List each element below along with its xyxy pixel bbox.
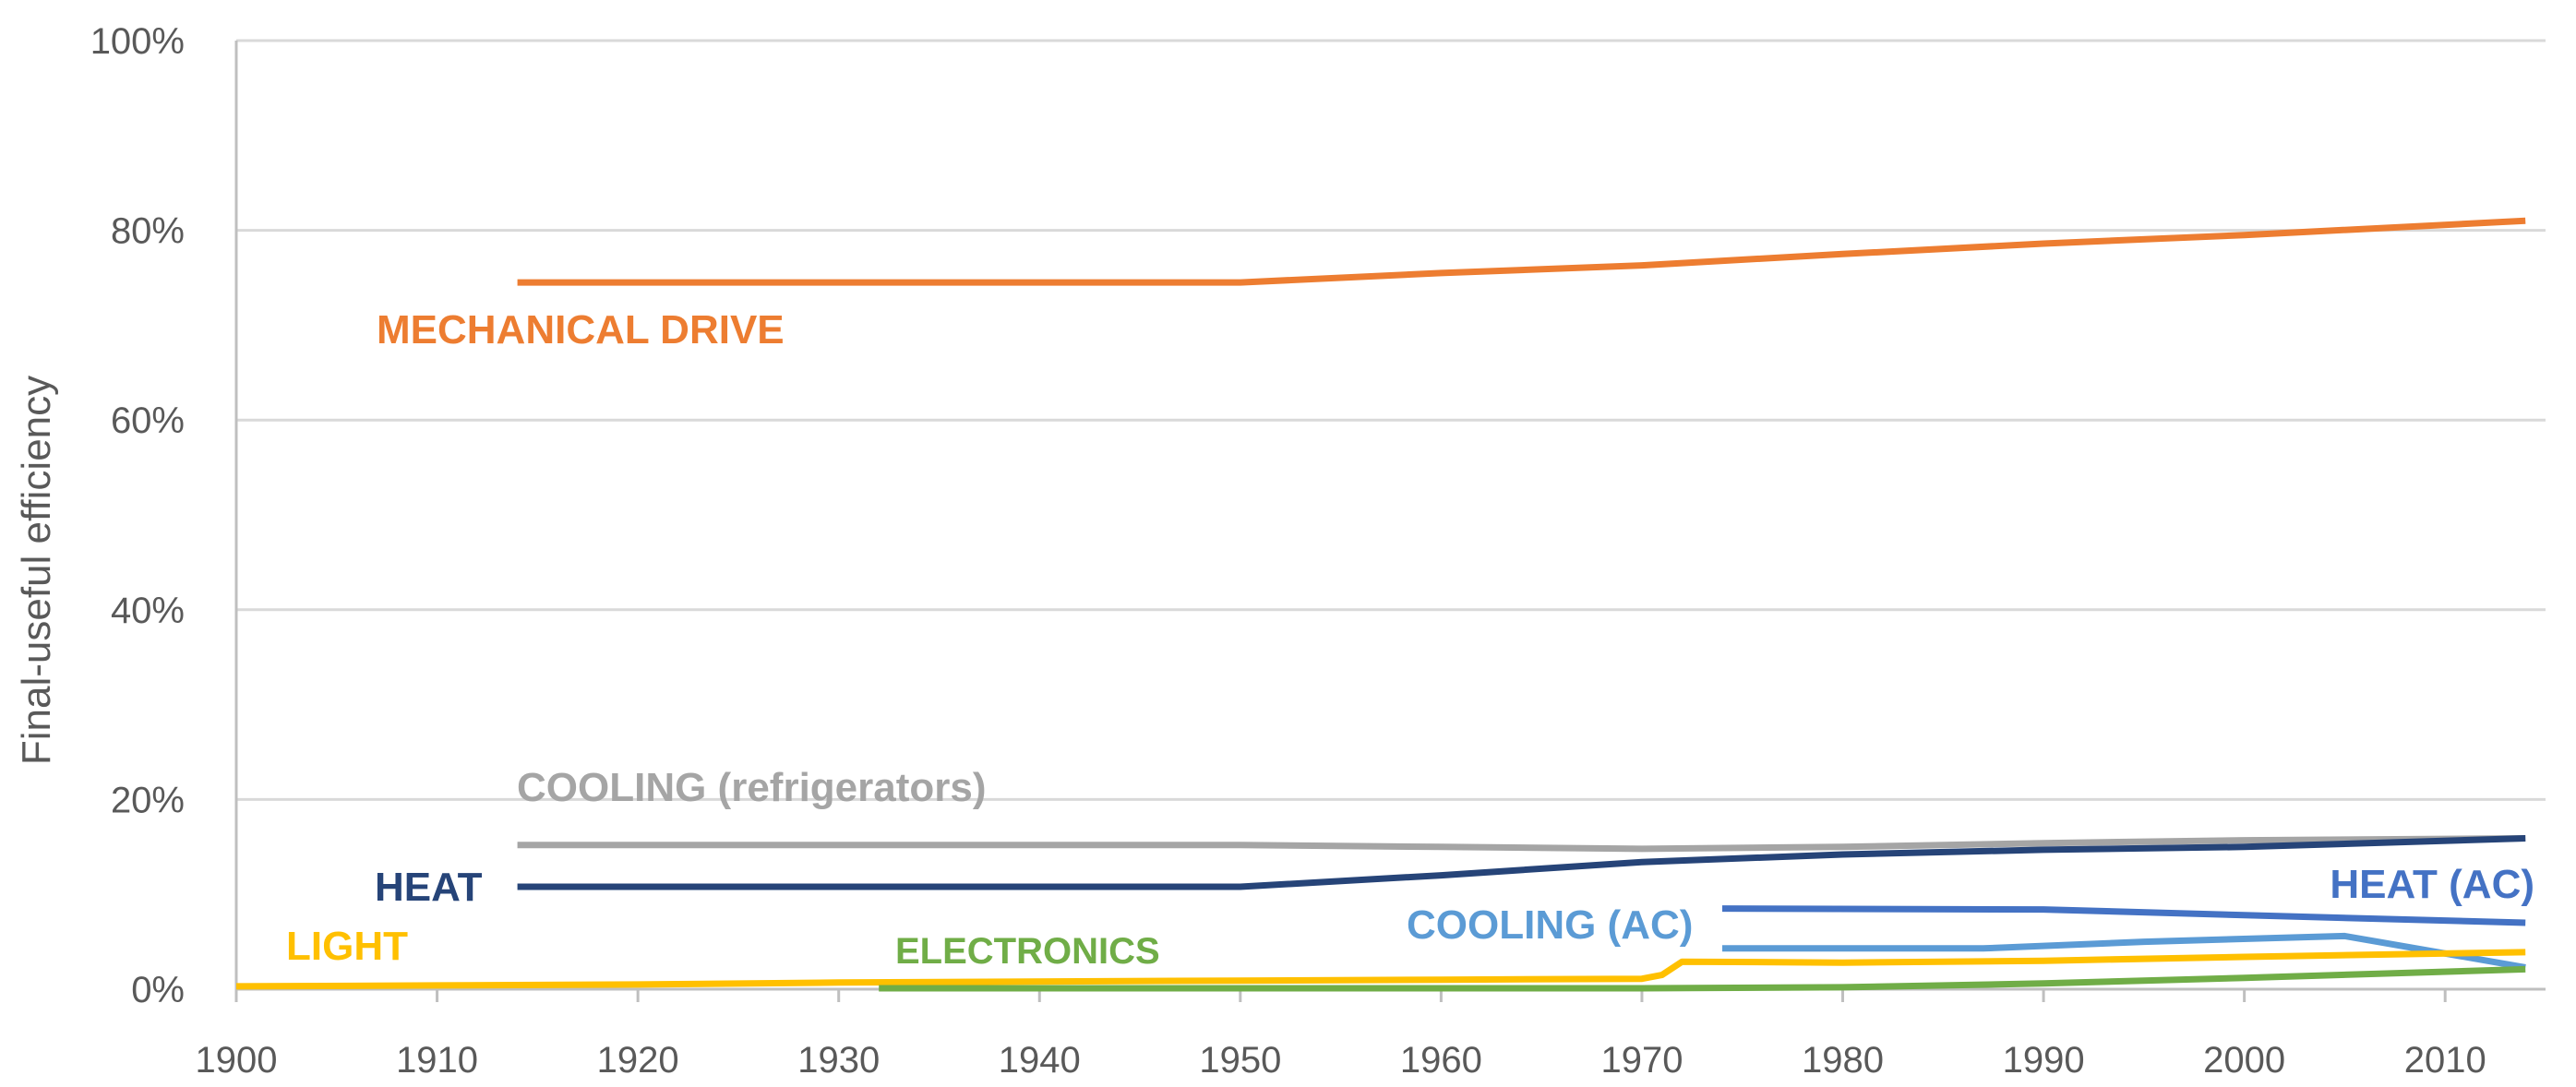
series-label-mechanical: MECHANICAL DRIVE: [377, 307, 785, 352]
x-tick-label: 1940: [999, 1040, 1081, 1081]
y-tick-label: 100%: [90, 21, 185, 62]
y-tick-label: 60%: [111, 400, 185, 441]
series-line-heat_ac: [1721, 905, 2526, 926]
axes: [234, 41, 2546, 1002]
x-tick-label: 1980: [1802, 1040, 1884, 1081]
gridlines: [236, 39, 2546, 801]
series-line-electronics: [879, 965, 2526, 992]
series-label-heat_ac: HEAT (AC): [2330, 862, 2534, 907]
y-tick-label: 0%: [131, 970, 185, 1010]
series-line-cooling_ref: [517, 835, 2526, 853]
y-tick-label: 40%: [111, 591, 185, 631]
x-tick-label: 2010: [2404, 1040, 2486, 1081]
series-line-cooling_ac: [1722, 932, 2526, 971]
series-labels: MECHANICAL DRIVE COOLING (refrigerators) H…: [286, 307, 2534, 972]
x-tick-label: 1930: [797, 1040, 880, 1081]
series-label-light: LIGHT: [286, 924, 408, 969]
x-tick-label: 1970: [1600, 1040, 1683, 1081]
x-tick-label: 1950: [1199, 1040, 1281, 1081]
series-lines: [235, 217, 2526, 992]
x-tick-label: 2000: [2203, 1040, 2285, 1081]
series-line-mechanical: [517, 217, 2526, 286]
x-tick-label: 1990: [2003, 1040, 2085, 1081]
series-label-electronics: ELECTRONICS: [895, 931, 1160, 972]
x-tick-label: 1900: [196, 1040, 278, 1081]
tick-labels: 0% 20% 40% 60% 80% 100% 1900 1910 1920 1930 1940 19…: [14, 21, 2486, 1081]
y-tick-label: 20%: [111, 780, 185, 820]
x-tick-label: 1910: [396, 1040, 478, 1081]
y-axis-title: Final-useful efficiency: [14, 376, 59, 765]
series-line-light: [235, 949, 2526, 990]
x-tick-label: 1960: [1400, 1040, 1482, 1081]
series-label-cooling_ac: COOLING (AC): [1407, 902, 1693, 948]
x-tick-label: 1920: [597, 1040, 679, 1081]
series-line-heat: [517, 835, 2526, 890]
series-label-cooling_ref: COOLING (refrigerators): [517, 765, 987, 810]
series-label-heat: HEAT: [375, 865, 483, 910]
y-tick-label: 80%: [111, 211, 185, 252]
